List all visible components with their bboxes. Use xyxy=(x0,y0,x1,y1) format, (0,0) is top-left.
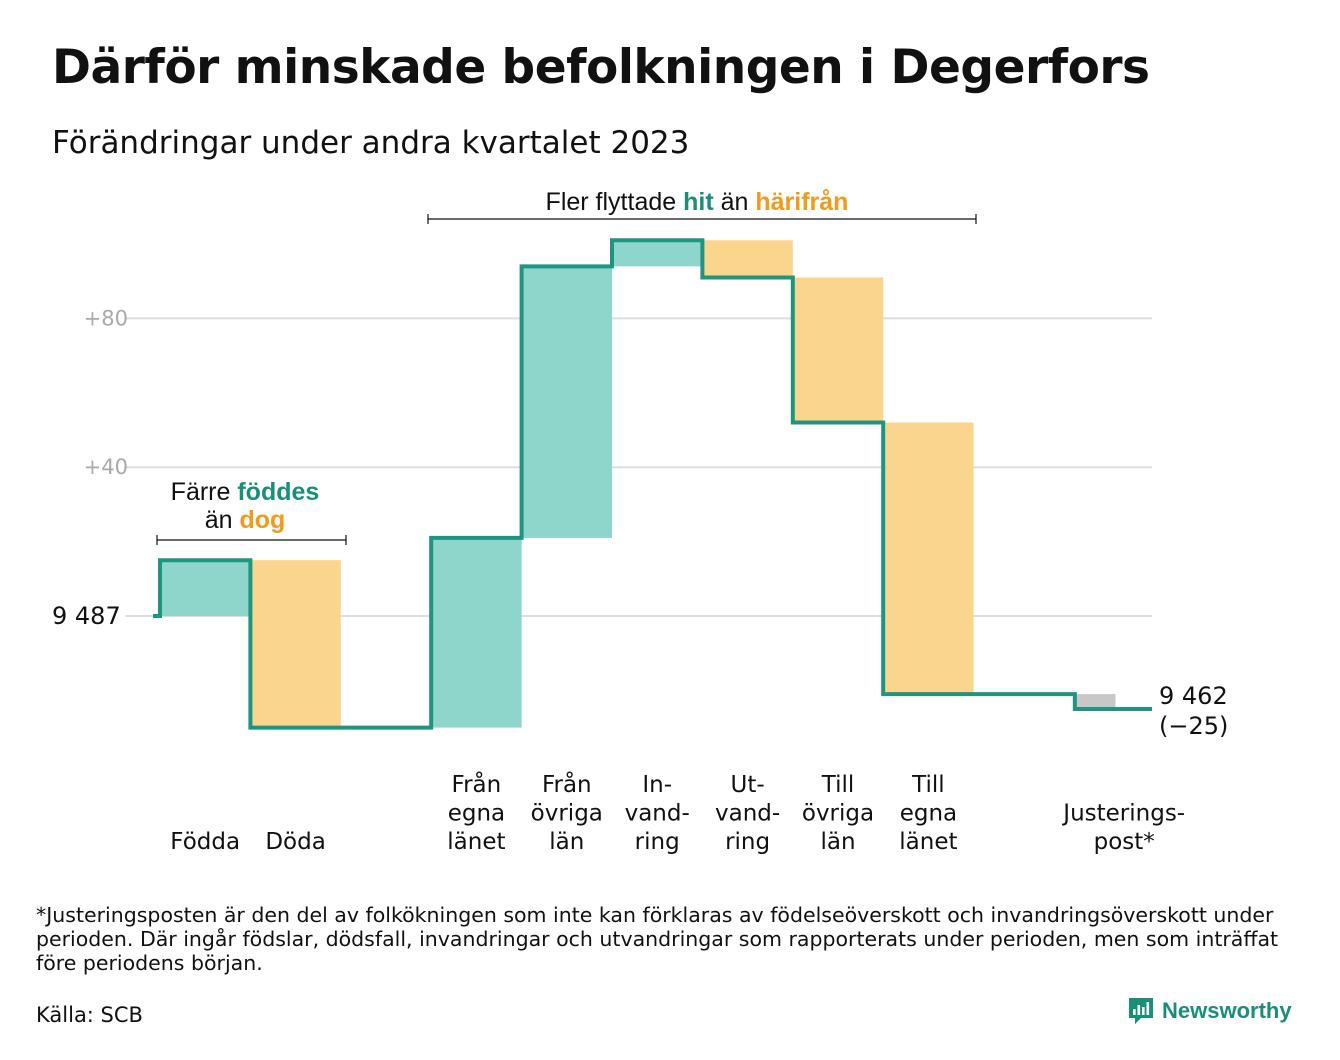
category-label: ring xyxy=(635,829,680,855)
births-annotation-line2: än dog xyxy=(205,506,286,534)
bars-layer xyxy=(160,240,1116,728)
bar-ut-vand-ring xyxy=(702,240,793,278)
bar-in-vand-ring xyxy=(612,240,703,267)
annotation-text: än xyxy=(205,506,240,534)
annotation-highlight-dog: dog xyxy=(239,506,285,534)
annotation-highlight-fodde: föddes xyxy=(237,478,319,506)
labels-layer: Födda DödaFrånegnalänetFrånövrigalänIn-va… xyxy=(52,188,1228,855)
annotation-highlight-hit: hit xyxy=(683,188,714,216)
newsworthy-logo-icon xyxy=(1129,998,1153,1024)
category-label: Till xyxy=(911,772,945,798)
annotation-text: än xyxy=(714,188,756,216)
annotation-text: Färre xyxy=(171,478,238,506)
category-label: Till xyxy=(821,772,855,798)
source-label: Källa: SCB xyxy=(36,1003,143,1027)
category-label: vand- xyxy=(715,801,780,827)
category-label: länet xyxy=(899,829,957,855)
category-label: ring xyxy=(725,829,770,855)
category-label: post* xyxy=(1094,829,1155,855)
chart-title: Därför minskade befolkningen i Degerfors xyxy=(52,40,1150,95)
annotation-highlight-harifran: härifrån xyxy=(755,188,848,216)
category-label: Från xyxy=(452,770,502,798)
category-label: Födda xyxy=(170,829,240,855)
start-value-label: 9 487 xyxy=(52,602,121,630)
waterfall-chart: +40+80 Födda DödaFrånegnalänetFrånövrigal… xyxy=(52,188,1228,855)
end-change-label: (−25) xyxy=(1159,712,1228,740)
bar-justerings-post* xyxy=(1074,694,1116,709)
category-label: länet xyxy=(447,829,505,855)
category-label: vand- xyxy=(625,801,690,827)
migration-annotation: Fler flyttade hit än härifrån xyxy=(546,188,849,216)
bar-frånövrigalän xyxy=(521,266,612,538)
category-label: In- xyxy=(642,772,672,798)
y-tick-label: +80 xyxy=(84,306,128,330)
category-label: egna xyxy=(448,801,505,827)
category-label: Döda xyxy=(265,829,325,855)
bar-frånegnalänet xyxy=(431,537,522,728)
brand-logo[interactable]: Newsworthy xyxy=(1128,997,1292,1025)
bar-döda xyxy=(250,560,341,728)
category-label: län xyxy=(820,829,855,855)
y-tick-label: +40 xyxy=(84,455,128,479)
category-label: övriga xyxy=(531,801,603,827)
births-annotation-line1: Färre föddes xyxy=(171,478,320,506)
bar-tillövrigalän xyxy=(792,277,884,423)
category-label: Ut- xyxy=(731,772,765,798)
category-label: Justerings- xyxy=(1061,801,1185,827)
line-layer xyxy=(153,238,1152,730)
category-label: Från xyxy=(542,770,592,798)
footnote: *Justeringsposten är den del av folkökni… xyxy=(36,903,1279,975)
brand-name: Newsworthy xyxy=(1162,998,1292,1023)
bar-födda xyxy=(160,560,251,616)
bar-tillegnalänet xyxy=(883,422,974,695)
annotation-text: Fler flyttade xyxy=(546,188,684,216)
cumulative-step-line xyxy=(153,238,1152,730)
end-value-label: 9 462 xyxy=(1159,682,1228,710)
chart-subtitle: Förändringar under andra kvartalet 2023 xyxy=(52,125,690,161)
category-label: län xyxy=(549,829,584,855)
category-label: egna xyxy=(900,801,957,827)
category-label: övriga xyxy=(802,801,874,827)
